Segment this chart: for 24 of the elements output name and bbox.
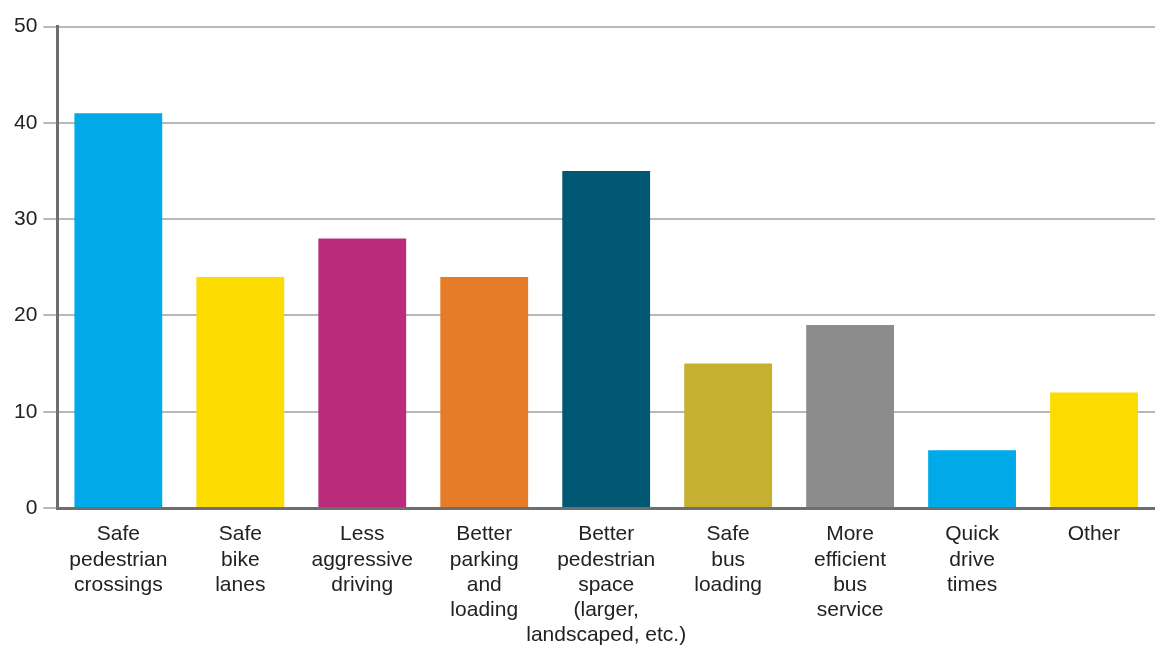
x-tick-label: Safe bus loading — [694, 521, 763, 595]
bar — [684, 363, 773, 507]
bar — [318, 238, 407, 507]
y-tick-label: 10 — [14, 398, 38, 422]
bar — [806, 325, 895, 507]
x-tick-label: Better pedestrian space (larger, landscaped, etc.) — [526, 521, 687, 646]
x-tick-label: Safe bike lanes — [215, 521, 266, 595]
bar — [562, 171, 651, 507]
bar — [440, 276, 529, 507]
x-tick-label: Less aggressive driving — [311, 521, 414, 595]
x-tick-label: Safe pedestrian crossings — [69, 521, 168, 595]
x-tick-label: Better parking and loading — [449, 521, 519, 620]
x-tick-label: More efficient bus service — [814, 521, 887, 620]
y-tick-label: 30 — [14, 205, 38, 229]
bar — [1050, 392, 1138, 507]
y-tick-label: 50 — [14, 13, 38, 37]
x-tick-label: Other — [1067, 521, 1121, 545]
y-tick-label: 40 — [14, 109, 38, 133]
bar — [928, 450, 1016, 507]
y-tick-label: 20 — [14, 302, 38, 326]
x-tick-label: Quick drive times — [945, 521, 1000, 595]
bar — [196, 276, 285, 507]
bar — [74, 113, 163, 507]
y-tick-label: 0 — [25, 494, 38, 518]
